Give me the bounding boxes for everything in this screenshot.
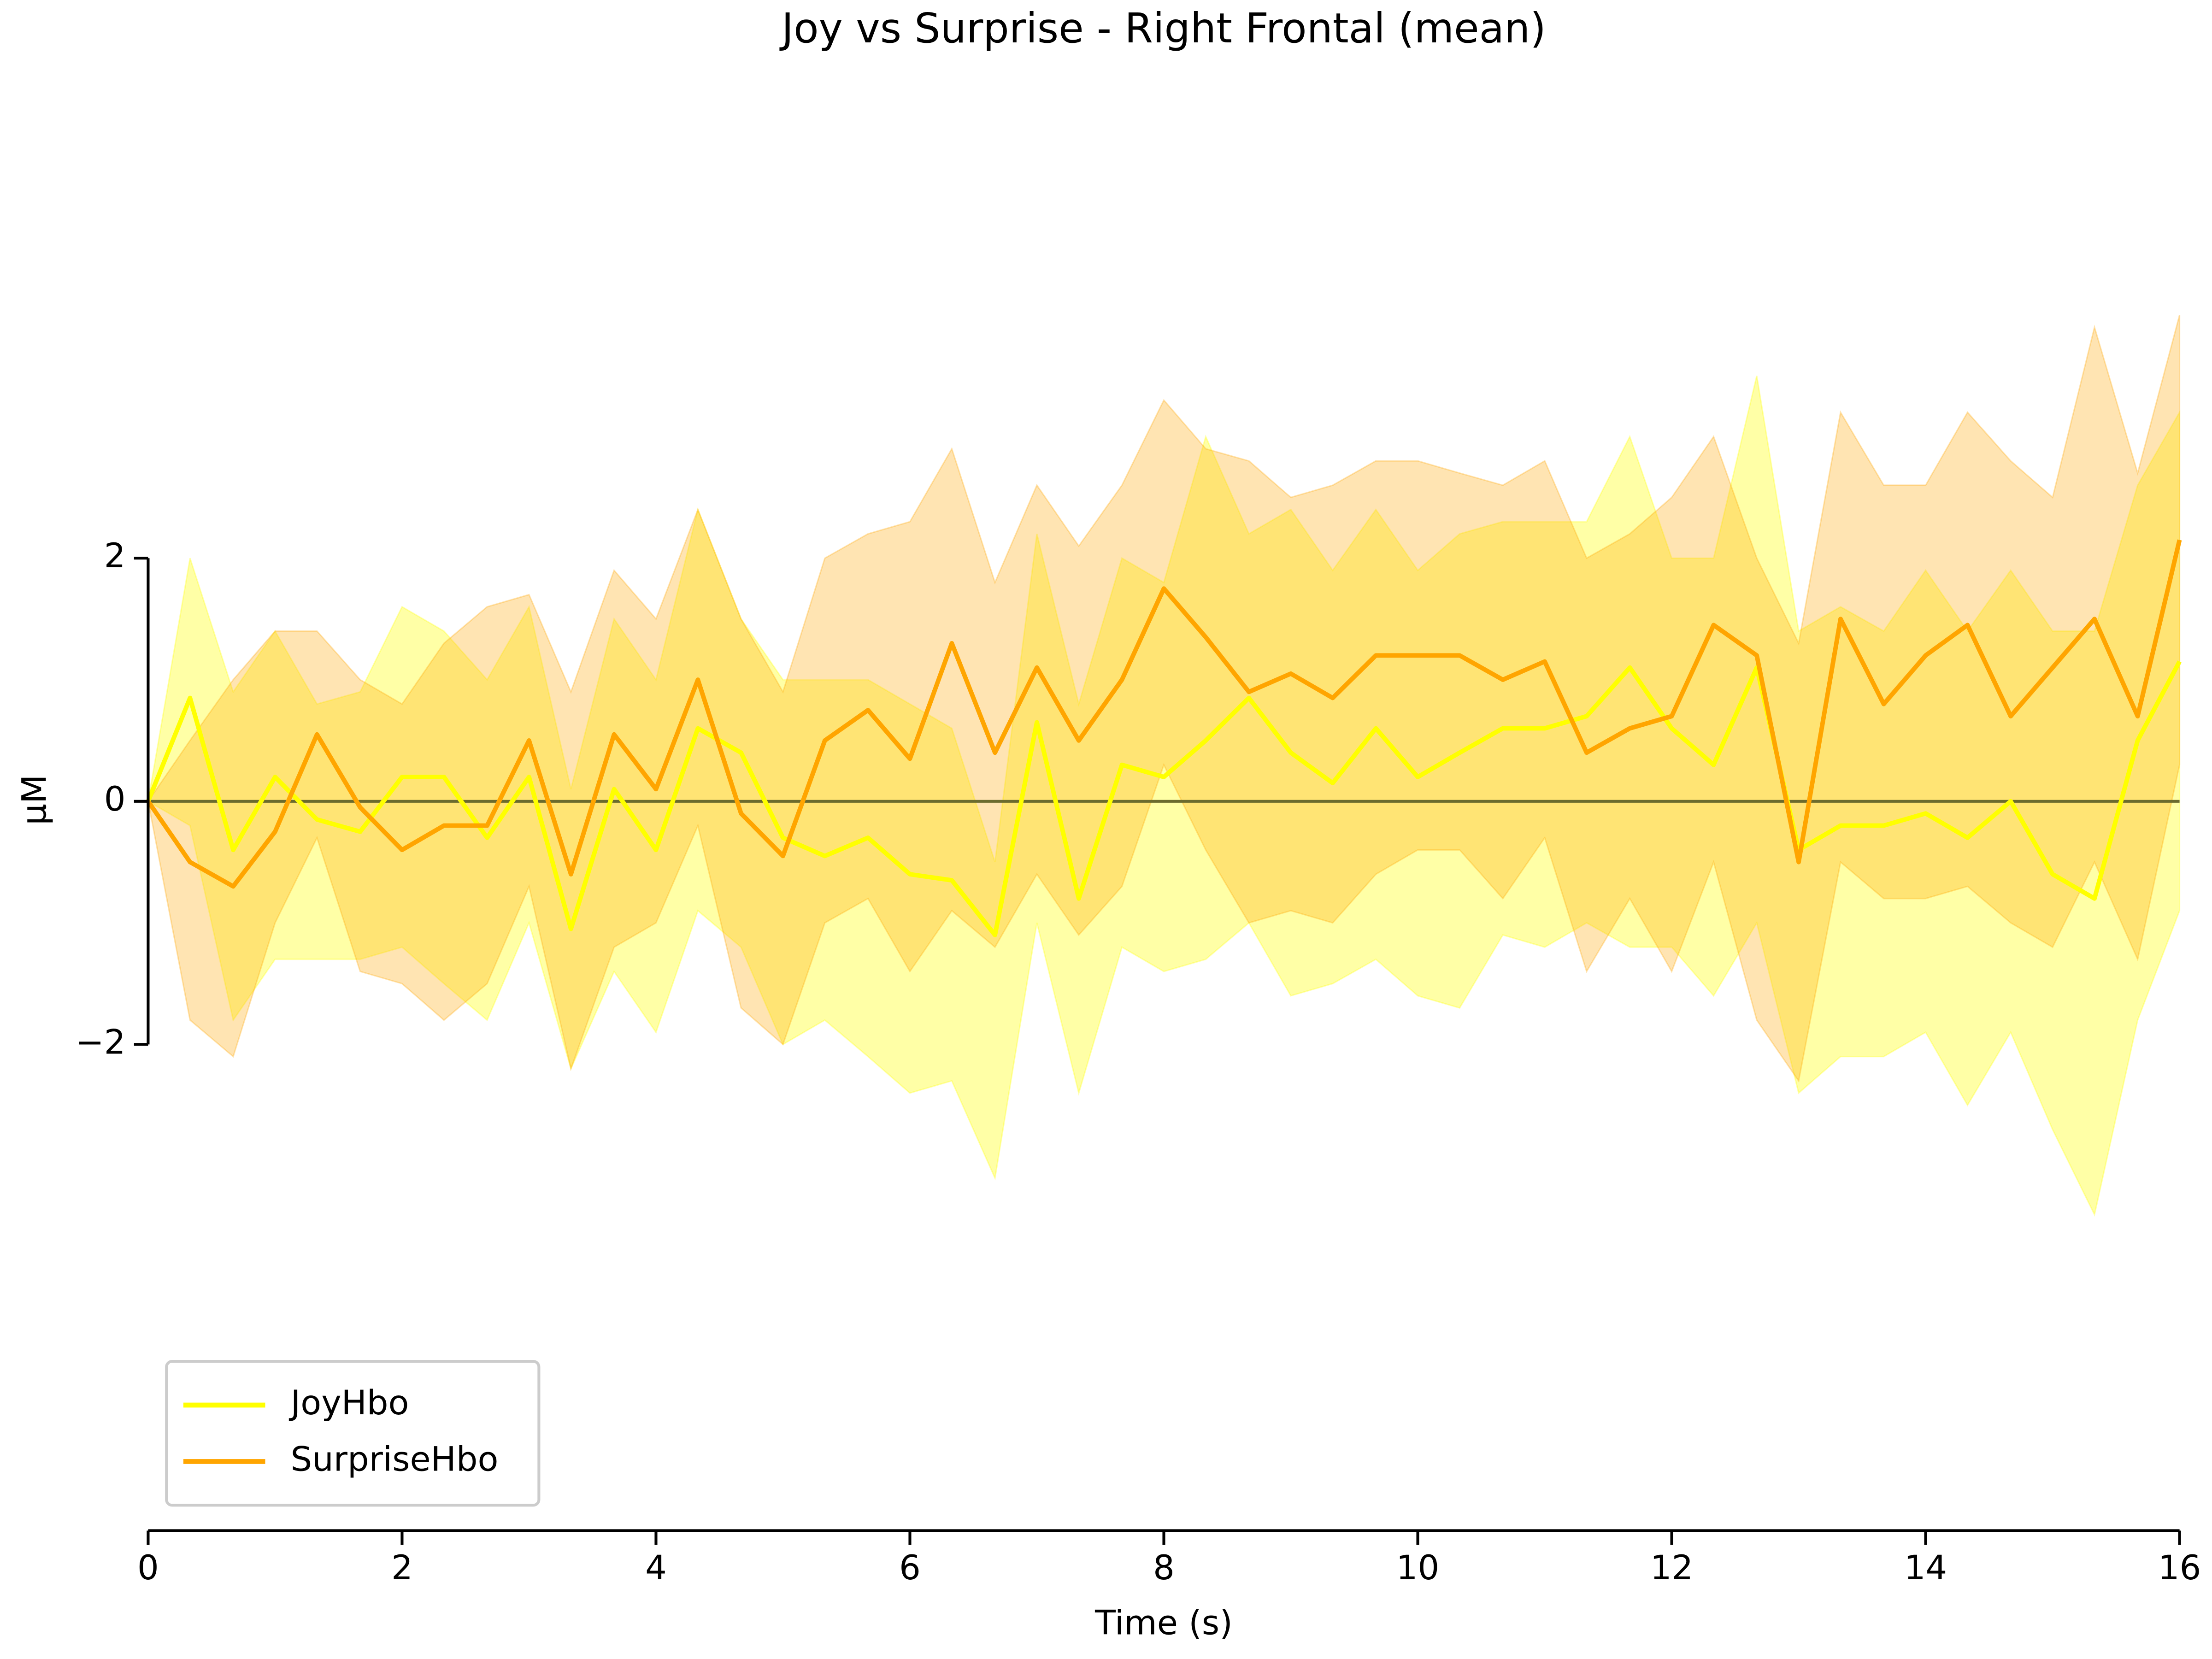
y-axis-label: µM [15,775,54,825]
legend: JoyHbo SurpriseHbo [165,1360,541,1507]
x-tick-label: 6 [899,1548,921,1588]
chart-title: Joy vs Surprise - Right Frontal (mean) [779,5,1546,52]
series-line [146,539,2182,889]
legend-label: SurpriseHbo [291,1440,499,1479]
x-tick-label: 16 [2158,1548,2201,1588]
x-tick-label: 4 [645,1548,667,1588]
x-axis-label: Time (s) [1094,1604,1233,1643]
x-tick-label: 8 [1153,1548,1175,1588]
y-tick-label: −2 [76,1023,125,1062]
x-tick-label: 10 [1396,1548,1439,1588]
x-tick-label: 2 [391,1548,413,1588]
x-tick-label: 0 [137,1548,159,1588]
series-line [146,660,2182,937]
y-tick-label: 0 [104,780,126,819]
x-tick-label: 14 [1904,1548,1947,1588]
y-tick-label: 2 [104,536,126,576]
legend-label: JoyHbo [289,1383,409,1423]
x-tick-label: 12 [1650,1548,1693,1588]
ci-band [147,376,2181,1217]
legend-frame [165,1360,541,1507]
